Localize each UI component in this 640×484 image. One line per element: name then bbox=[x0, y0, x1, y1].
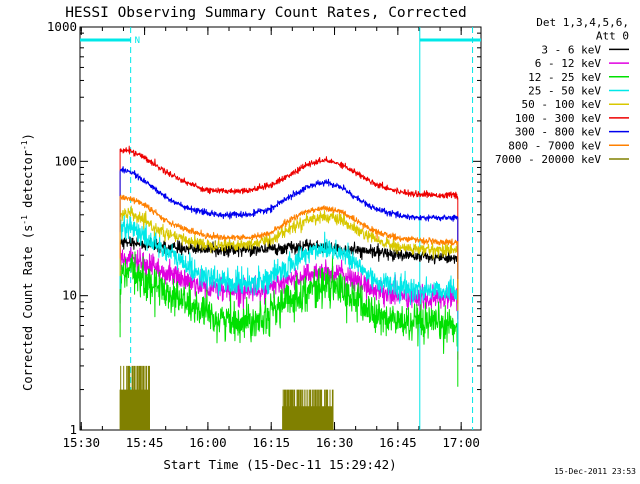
legend-label: 3 - 6 keV bbox=[541, 43, 601, 56]
x-tick-label: 16:30 bbox=[316, 435, 354, 450]
plot-area: 1 10 100 1000 15:30 15:45 16:00 16:15 16:30 16:45… bbox=[47, 19, 482, 450]
series-line-300-800-kev bbox=[119, 166, 459, 279]
legend-label: 25 - 50 keV bbox=[528, 85, 601, 98]
annotation-label: N bbox=[135, 36, 140, 46]
series-line-25-50-kev bbox=[119, 213, 459, 352]
legend-label: 300 - 800 keV bbox=[515, 126, 601, 139]
x-tick-label: 16:00 bbox=[189, 435, 227, 450]
series-line-50-100-kev bbox=[119, 205, 459, 311]
plot-timestamp: 15-Dec-2011 23:53 bbox=[554, 467, 636, 476]
y-axis-label-exponent: -1 bbox=[20, 140, 29, 150]
chart-title: HESSI Observing Summary Count Rates, Cor… bbox=[65, 5, 467, 21]
x-tick-label: 17:00 bbox=[442, 435, 480, 450]
legend-label: 6 - 12 keV bbox=[535, 57, 602, 70]
x-tick-label: 15:45 bbox=[126, 435, 164, 450]
series-burst-7000-20000-kev bbox=[119, 365, 150, 430]
y-tick-label: 1 bbox=[69, 422, 77, 437]
legend-label: 12 - 25 keV bbox=[528, 71, 601, 84]
series-line-100-300-kev bbox=[119, 145, 459, 257]
y-tick-label: 10 bbox=[62, 288, 77, 303]
x-tick-label: 16:45 bbox=[379, 435, 417, 450]
series-burst-7000-20000-kev bbox=[282, 389, 334, 430]
y-axis-label-part: ) bbox=[21, 133, 35, 140]
y-tick-label: 1000 bbox=[47, 19, 77, 34]
legend-header: Det 1,3,4,5,6, bbox=[536, 16, 629, 29]
x-tick-label: 16:15 bbox=[252, 435, 290, 450]
legend-label: 50 - 100 keV bbox=[522, 98, 602, 111]
legend-header: Att 0 bbox=[596, 30, 629, 43]
svg-text:Corrected Count Rate (s-1 dete: Corrected Count Rate (s-1 detector-1) bbox=[20, 133, 35, 391]
legend-label: 800 - 7000 keV bbox=[508, 139, 601, 152]
x-axis-label: Start Time (15-Dec-11 15:29:42) bbox=[163, 457, 396, 472]
plot-frame bbox=[79, 26, 482, 431]
series-line-800-7000-kev bbox=[119, 194, 459, 304]
series-line-12-25-kev bbox=[119, 251, 459, 387]
y-axis-label: Corrected Count Rate (s-1 detector-1) bbox=[20, 133, 35, 391]
x-tick-label: 15:30 bbox=[62, 435, 100, 450]
y-axis-label-part: Corrected Count Rate (s bbox=[21, 225, 35, 391]
series-line-3-6-kev bbox=[119, 236, 459, 320]
y-axis-label-part: detector bbox=[21, 150, 35, 215]
y-tick-label: 100 bbox=[54, 153, 77, 168]
legend-label: 7000 - 20000 keV bbox=[495, 153, 601, 166]
legend-label: 100 - 300 keV bbox=[515, 112, 601, 125]
y-axis-label-exponent: -1 bbox=[20, 215, 29, 225]
